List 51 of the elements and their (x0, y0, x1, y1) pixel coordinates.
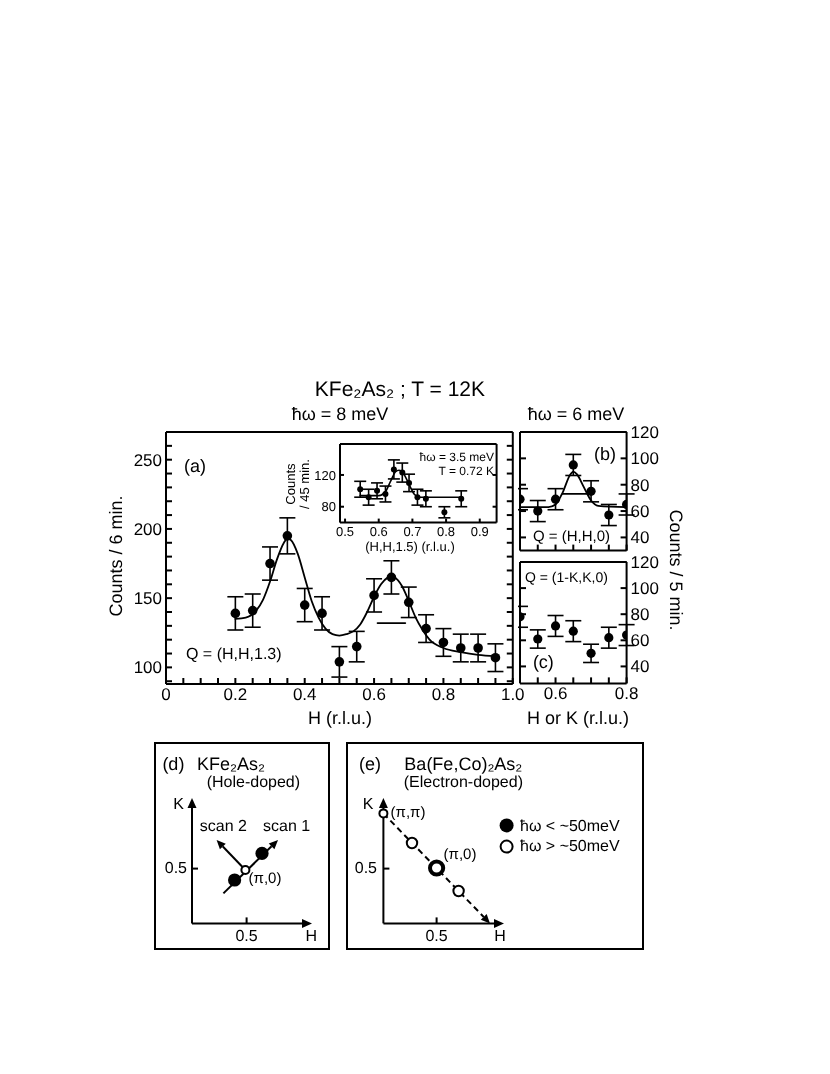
annotation: (c) (532, 651, 554, 673)
y-axis-title: Counts / 5 min. (665, 509, 687, 631)
y-tick-label: 80 (630, 474, 651, 495)
text: (Electron-doped) (403, 772, 523, 792)
y-tick-label: 40 (630, 656, 651, 677)
text: 0.5 (354, 859, 377, 878)
text: K (362, 794, 374, 813)
text: Ba(Fe,Co)₂As₂ (404, 753, 523, 774)
text: ħω < ~50meV (520, 816, 620, 835)
x-axis-title: H or K (r.l.u.) (526, 707, 630, 729)
y-tick-label: 100 (630, 447, 660, 468)
y-tick-label: 200 (134, 518, 164, 539)
annotation: Q = (H,H,1.3) (185, 644, 282, 664)
x-tick-label: 0 (161, 683, 172, 704)
y-tick-label: 80 (630, 604, 651, 625)
text: 0.5 (425, 927, 448, 946)
y-tick-label: 100 (134, 656, 164, 677)
text: (e) (359, 753, 381, 774)
text: 0.5 (164, 859, 187, 878)
y-tick-label: 40 (630, 526, 651, 547)
x-tick-label: 0.4 (293, 683, 318, 704)
x-tick-label: 1.0 (501, 683, 526, 704)
text: (d) (162, 753, 185, 774)
text: H (494, 927, 506, 946)
chart-subtitle: ħω = 8 meV (291, 403, 389, 425)
x-tick-label: 0.6 (543, 683, 568, 704)
text: 0.5 (235, 927, 258, 946)
x-axis-title: H (r.l.u.) (307, 707, 372, 729)
chart-title: ħω = 6 meV (527, 403, 625, 425)
x-tick-label: 0.6 (362, 683, 388, 704)
annotation: (b) (594, 443, 616, 465)
y-tick-label: 250 (134, 449, 164, 470)
y-tick-label: 100 (630, 578, 660, 599)
text: scan 1 (263, 816, 311, 835)
y-tick-label: 60 (630, 630, 651, 651)
y-tick-label: 120 (630, 421, 660, 442)
y-tick-label: 150 (134, 587, 164, 608)
y-tick-label: 120 (630, 552, 660, 573)
y-axis-title: Counts / 6 min. (105, 495, 127, 617)
text: H (305, 927, 318, 946)
text: (Hole-doped) (206, 772, 301, 792)
y-tick-label: 60 (630, 500, 651, 521)
annotation: (a) (183, 455, 206, 477)
text: ħω > ~50meV (520, 837, 620, 856)
chart-title: KFe₂As₂ ; T = 12K (314, 377, 486, 403)
text: KFe₂As₂ (197, 753, 265, 774)
x-tick-label: 0.8 (614, 683, 639, 704)
x-tick-label: 0.8 (432, 683, 457, 704)
text: K (173, 794, 184, 813)
text: scan 2 (199, 816, 247, 835)
x-tick-label: 0.2 (224, 683, 249, 704)
